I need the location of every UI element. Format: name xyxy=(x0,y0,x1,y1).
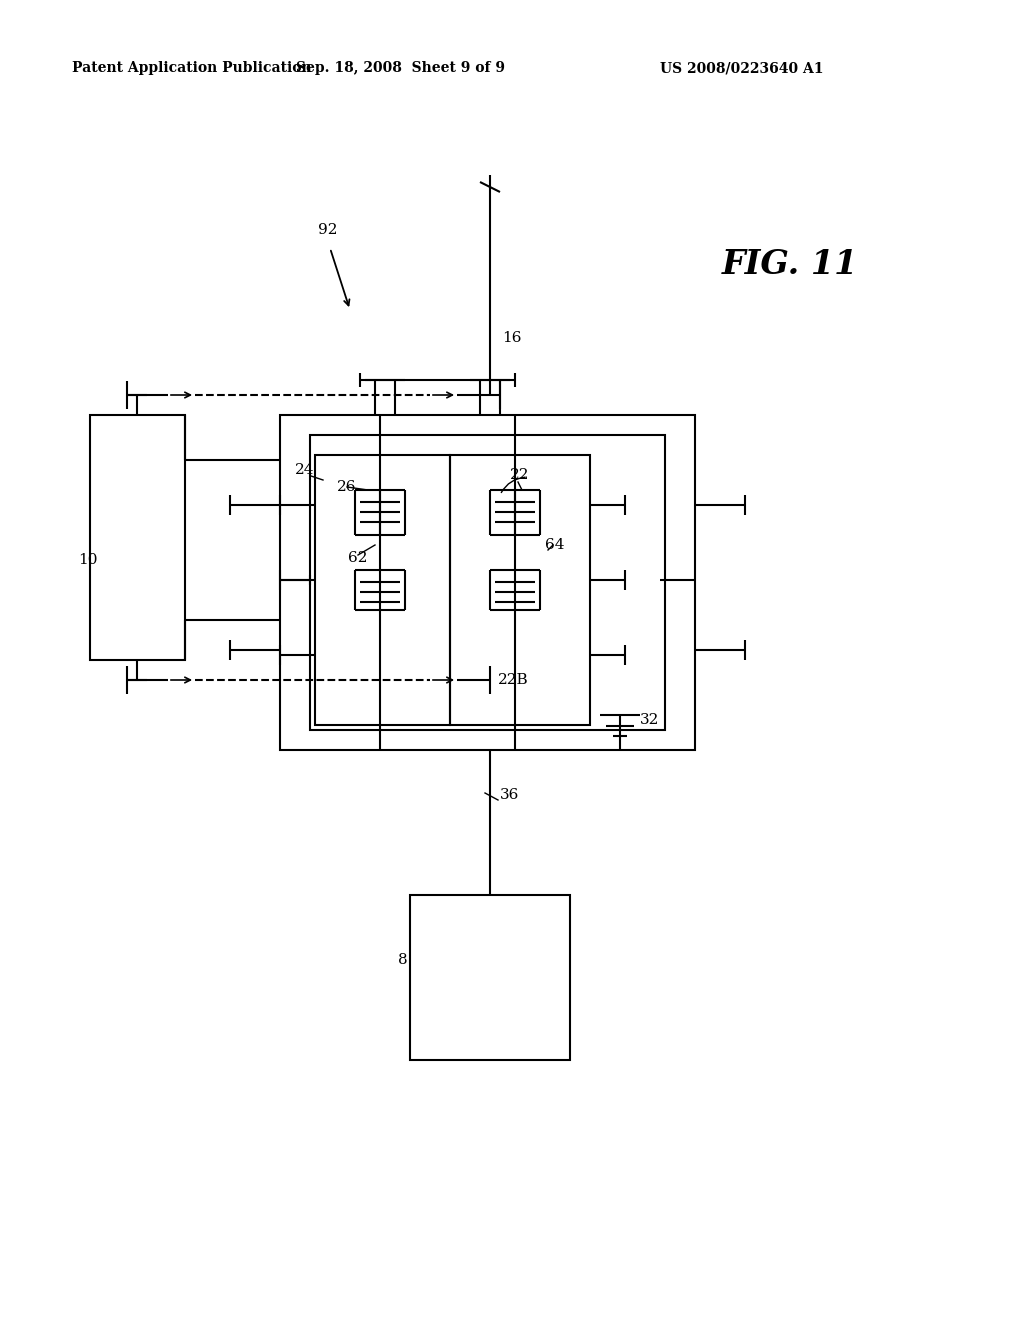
Text: US 2008/0223640 A1: US 2008/0223640 A1 xyxy=(660,61,823,75)
Text: Sep. 18, 2008  Sheet 9 of 9: Sep. 18, 2008 Sheet 9 of 9 xyxy=(296,61,505,75)
Bar xyxy=(280,414,695,750)
Bar xyxy=(315,455,450,725)
Text: 10: 10 xyxy=(78,553,97,568)
Text: 22: 22 xyxy=(510,469,529,482)
Text: 32: 32 xyxy=(640,713,659,727)
Text: FIG. 11: FIG. 11 xyxy=(722,248,858,281)
Text: 22B: 22B xyxy=(498,673,528,686)
Text: 16: 16 xyxy=(502,331,521,345)
Bar xyxy=(450,455,590,725)
Text: 64: 64 xyxy=(545,539,564,552)
Text: 24: 24 xyxy=(295,463,314,477)
Text: 92: 92 xyxy=(318,223,338,238)
Text: Patent Application Publication: Patent Application Publication xyxy=(72,61,311,75)
Text: 62: 62 xyxy=(348,550,368,565)
Text: 26: 26 xyxy=(337,480,356,494)
Bar xyxy=(410,895,570,1060)
Bar xyxy=(310,436,665,730)
Text: 8: 8 xyxy=(398,953,408,968)
Text: 36: 36 xyxy=(500,788,519,803)
Bar xyxy=(90,414,185,660)
